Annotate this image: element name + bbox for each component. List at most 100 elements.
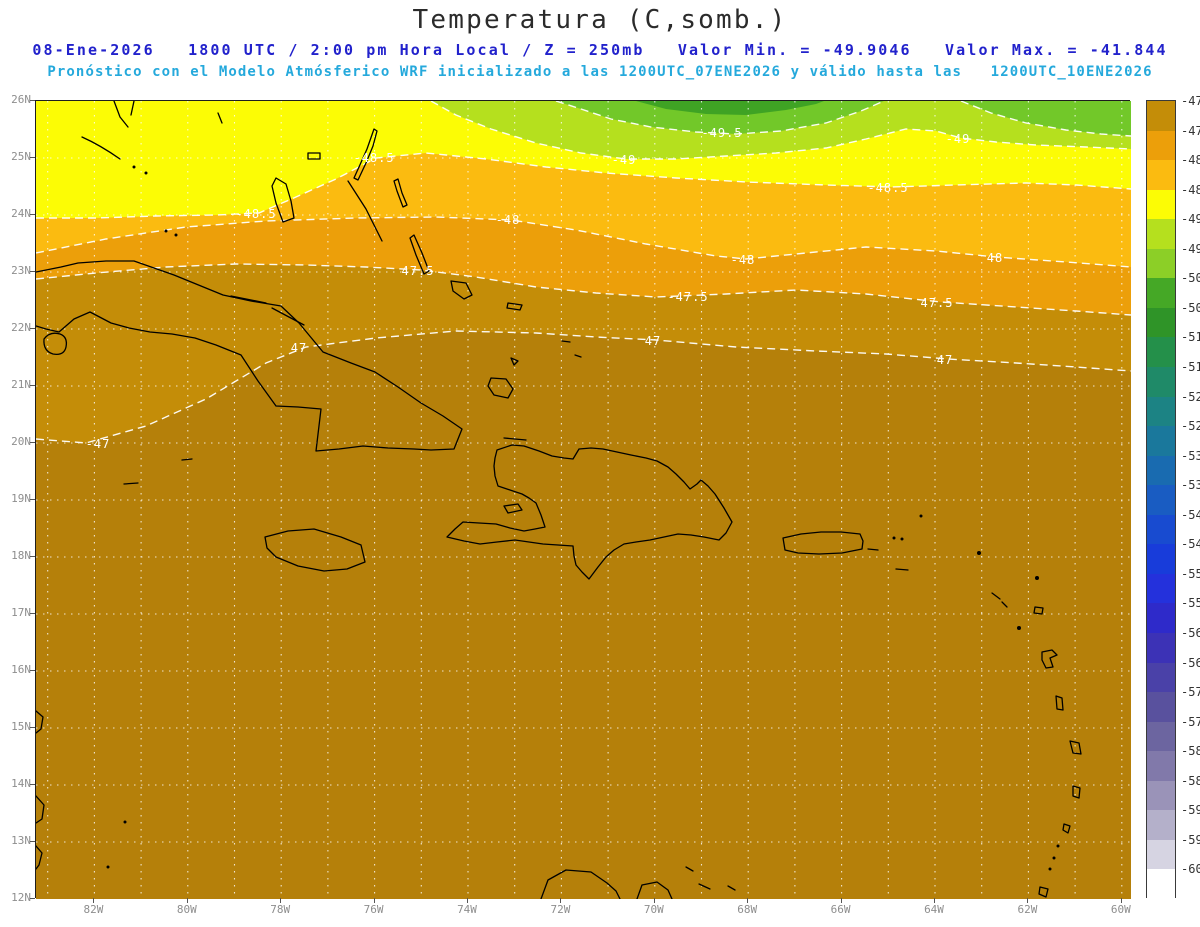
cayman-islands xyxy=(123,458,193,485)
contour-label: -47.5 xyxy=(667,290,708,304)
lon-tick-label: 80W xyxy=(176,903,197,916)
lat-tick-mark xyxy=(30,841,35,842)
tortuga-island xyxy=(503,437,527,441)
lat-tick-label: 24N xyxy=(11,207,31,220)
contour-label: 47 xyxy=(937,353,953,367)
lat-tick-label: 14N xyxy=(11,777,31,790)
curacao xyxy=(698,883,711,890)
colorbar-cell xyxy=(1147,160,1175,190)
st-kitts-nevis xyxy=(991,592,1008,608)
contour-m49 xyxy=(430,101,1131,160)
colorbar-cell xyxy=(1147,603,1175,633)
contour-label: -49 xyxy=(946,132,971,146)
lat-tick-label: 19N xyxy=(11,492,31,505)
lat-tick-label: 12N xyxy=(11,891,31,904)
montserrat-islet xyxy=(1017,626,1021,630)
contour-label: -48.5 xyxy=(867,181,908,195)
lon-tick-label: 82W xyxy=(83,903,104,916)
colorbar-cell xyxy=(1147,721,1175,752)
contour-m495-west xyxy=(555,101,885,135)
map-plot-area: -47 47 47 47 47.5 -47.5 47.5 -48 -48 48 -48.5 -48.5… xyxy=(35,100,1131,899)
bonaire xyxy=(727,885,736,891)
vieques xyxy=(867,548,879,551)
colorbar-label: -58.5 xyxy=(1181,773,1200,788)
colorbar-cell xyxy=(1147,278,1175,308)
lat-tick-label: 16N xyxy=(11,663,31,676)
lon-tick-label: 64W xyxy=(924,903,944,916)
lon-tick-label: 60W xyxy=(1110,903,1131,916)
colorbar-label: -49 xyxy=(1181,212,1200,227)
colorbar-cell xyxy=(1147,130,1175,161)
colorbar-cell xyxy=(1147,367,1175,397)
colorbar-cell xyxy=(1147,573,1175,604)
contour-label: -48.5 xyxy=(235,207,276,221)
lon-tick-mark xyxy=(280,898,282,903)
colorbar-cell xyxy=(1147,780,1175,811)
anegada-islet xyxy=(919,514,923,518)
colorbar-label: -51.5 xyxy=(1181,360,1200,374)
cat-island-coastline xyxy=(393,178,408,208)
lat-tick-mark xyxy=(30,670,35,671)
coastlines-layer xyxy=(36,101,1082,899)
colorbar-cell xyxy=(1147,869,1175,899)
lon-tick-label: 78W xyxy=(270,903,291,916)
lat-tick-mark xyxy=(30,271,35,272)
lat-tick-label: 18N xyxy=(11,549,31,562)
map-svg: -47 47 47 47 47.5 -47.5 47.5 -48 -48 48 -48.5 -48.5… xyxy=(36,101,1131,899)
little-inagua xyxy=(510,357,519,366)
lon-tick-mark xyxy=(747,898,749,903)
colorbar xyxy=(1146,100,1176,899)
st-martin-islet xyxy=(977,551,981,555)
colorbar-cell xyxy=(1147,189,1175,220)
lon-tick-label: 72W xyxy=(550,903,571,916)
cay-sal-islet xyxy=(174,233,178,237)
virgin-islands-islet xyxy=(892,536,896,540)
lon-tick-mark xyxy=(653,898,655,903)
colorbar-cell xyxy=(1147,633,1175,663)
lon-tick-label: 62W xyxy=(1017,903,1038,916)
antigua xyxy=(1033,606,1044,615)
contour-label: 47 xyxy=(645,334,661,348)
model-info-line: Pronóstico con el Modelo Atmósferico WRF… xyxy=(47,64,1153,80)
jamaica-coastline xyxy=(264,528,366,572)
lon-tick-mark xyxy=(186,898,188,903)
colorbar-cell xyxy=(1147,544,1175,574)
florida-coast-fragment xyxy=(81,101,135,160)
grid-layer xyxy=(36,101,1131,899)
colorbar-cell xyxy=(1147,692,1175,722)
lat-tick-mark xyxy=(30,100,35,101)
band-cold-pocket xyxy=(636,101,824,115)
page-title: Temperatura (C,somb.) xyxy=(412,5,788,35)
colorbar-label: -53 xyxy=(1181,448,1200,463)
contour-label: -48 xyxy=(731,253,756,267)
colorbar-label: -50.5 xyxy=(1181,300,1200,315)
st-croix xyxy=(895,568,909,571)
andros-coastline xyxy=(271,177,295,223)
cuba-north-cays xyxy=(230,295,305,326)
lat-tick-label: 20N xyxy=(11,435,31,448)
lat-tick-label: 22N xyxy=(11,321,31,334)
turks-caicos xyxy=(561,340,582,358)
colorbar-label: -49.5 xyxy=(1181,241,1200,256)
colorbar-cell xyxy=(1147,248,1175,279)
florida-keys-islet xyxy=(132,165,136,169)
lon-tick-mark xyxy=(93,898,95,903)
lat-tick-mark xyxy=(30,784,35,785)
contour-label: -47 xyxy=(86,437,111,451)
contour-labels-layer: -47 47 47 47 47.5 -47.5 47.5 -48 -48 48 -48.5 -48.5… xyxy=(86,126,1003,451)
central-america-coast-fragment xyxy=(36,710,45,870)
band-lt-m495-west xyxy=(556,101,884,134)
lon-tick-mark xyxy=(840,898,842,903)
colorbar-label: -57.5 xyxy=(1181,714,1200,729)
contour-label: 47.5 xyxy=(921,296,954,310)
grenadines-islet xyxy=(1048,867,1052,871)
contour-label: 47 xyxy=(291,341,307,355)
lon-tick-label: 74W xyxy=(457,903,477,916)
colorbar-cell xyxy=(1147,485,1175,515)
lat-tick-label: 15N xyxy=(11,720,31,733)
lat-tick-label: 17N xyxy=(11,606,31,619)
contour-m48 xyxy=(36,216,1131,268)
contour-label: -49 xyxy=(612,153,637,167)
lon-tick-label: 68W xyxy=(737,903,758,916)
colorbar-label: -56 xyxy=(1181,626,1200,640)
